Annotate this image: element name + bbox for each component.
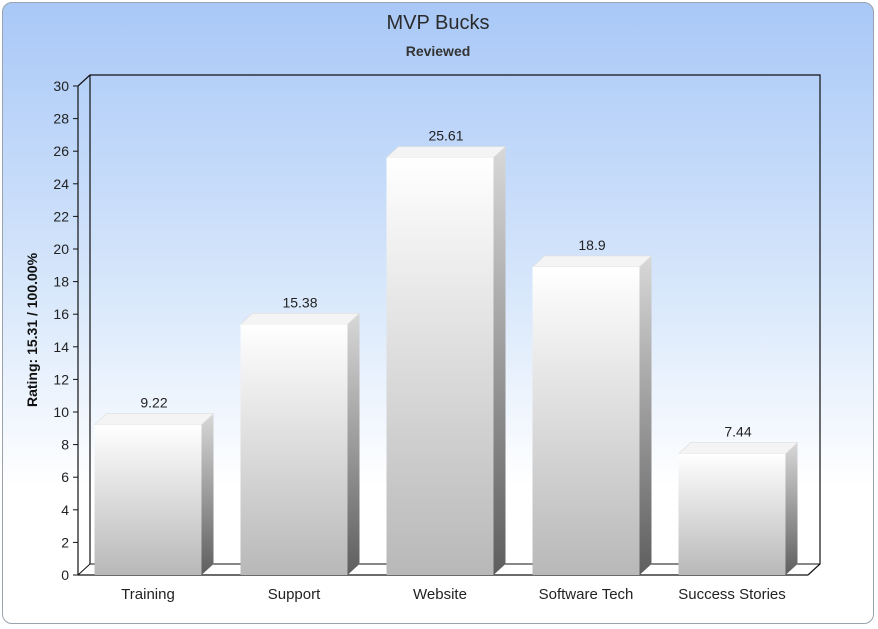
x-axis: Training Support Website Software Tech Succe…: [121, 586, 786, 603]
y-tick-label: 16: [53, 306, 69, 322]
data-label: 15.38: [282, 294, 317, 310]
y-tick-label: 8: [61, 437, 69, 453]
chart-subtitle: Reviewed: [405, 43, 471, 59]
y-tick-label: 28: [53, 111, 69, 127]
y-tick-label: 4: [61, 502, 69, 518]
y-axis-label: Rating: 15.31 / 100.00%: [24, 252, 40, 407]
x-tick-label: Training: [121, 586, 175, 603]
y-tick-label: 26: [53, 143, 69, 159]
x-tick-label: Website: [413, 586, 467, 603]
bar: [240, 324, 348, 575]
y-tick-label: 12: [53, 371, 69, 387]
bar-side: [785, 442, 798, 575]
bar-website: [385, 146, 507, 575]
plot-frame-back: [77, 74, 821, 576]
x-tick-label: Success Stories: [678, 586, 786, 603]
y-tick-label: 18: [53, 274, 69, 290]
bar-side: [493, 146, 506, 575]
bar-top: [93, 413, 215, 426]
data-label: 9.22: [140, 395, 167, 411]
data-label: 7.44: [724, 424, 751, 440]
y-tick-label: 24: [53, 176, 69, 192]
data-label: 25.61: [428, 128, 463, 144]
bar-top: [677, 442, 799, 455]
chart-title: MVP Bucks: [386, 12, 490, 34]
plot-frame-corner: [77, 563, 91, 576]
y-tick-label: 20: [53, 241, 69, 257]
y-tick-label: 14: [53, 339, 69, 355]
bars: 9.22 15.38 25.61 18.9 7.44: [93, 128, 799, 575]
y-tick-label: 10: [53, 404, 69, 420]
y-tick-label: 22: [53, 208, 69, 224]
bar-support: [239, 313, 361, 575]
bar-top: [531, 255, 653, 268]
bar: [94, 424, 202, 575]
bar-top: [239, 313, 361, 325]
x-tick-label: Support: [268, 586, 321, 603]
bar-top: [385, 146, 507, 158]
bar-side: [639, 255, 652, 575]
bar-side: [201, 413, 214, 575]
data-label: 18.9: [578, 237, 605, 253]
y-tick-label: 30: [53, 78, 69, 94]
y-tick-label: 2: [61, 534, 69, 550]
bar-software-tech: [531, 255, 653, 575]
x-tick-label: Software Tech: [539, 586, 634, 603]
y-tick-label: 0: [61, 567, 69, 583]
bar-training: [93, 413, 215, 575]
y-tick-label: 6: [61, 469, 69, 485]
bar-success-stories: [677, 442, 799, 575]
bar: [386, 157, 494, 575]
bar: [678, 453, 786, 575]
bar: [532, 266, 640, 575]
bar-side: [347, 313, 360, 575]
